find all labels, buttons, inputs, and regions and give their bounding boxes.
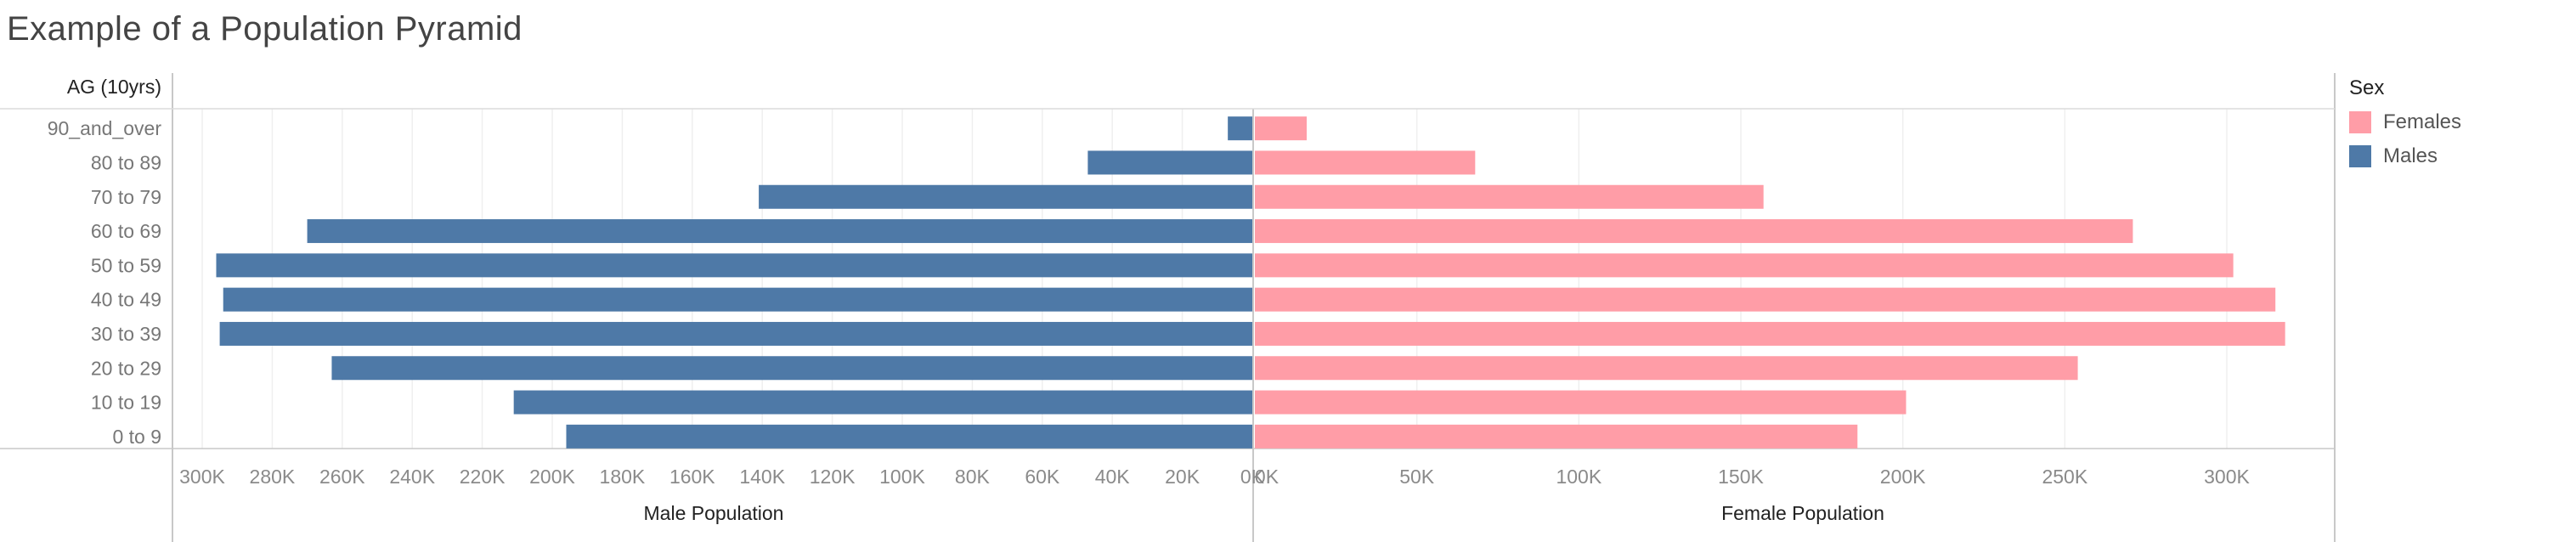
male-bar[interactable] — [219, 321, 1253, 346]
legend-title: Sex — [2349, 76, 2385, 99]
category-labels: 90_and_over 80 to 89 70 to 79 60 to 69 50 to… — [48, 117, 162, 448]
male-bar[interactable] — [1087, 150, 1252, 175]
category-label: 60 to 69 — [91, 220, 161, 242]
left-tick-label: 0K — [1240, 466, 1265, 488]
left-tick-label: 300K — [179, 466, 225, 488]
male-bars — [216, 116, 1253, 449]
population-pyramid-chart: AG (10yrs) 90_and_over 80 to 89 70 to 79 60… — [0, 73, 2336, 542]
category-label: 20 to 29 — [91, 357, 161, 379]
male-bar[interactable] — [307, 219, 1253, 244]
left-axis-label: Male Population — [644, 502, 784, 524]
chart-frame — [0, 73, 2336, 542]
left-tick-label: 220K — [460, 466, 506, 488]
male-bar[interactable] — [566, 424, 1252, 449]
category-label: 10 to 19 — [91, 392, 161, 414]
female-bar[interactable] — [1255, 356, 2078, 381]
female-bar[interactable] — [1255, 321, 2285, 346]
male-bar[interactable] — [513, 390, 1252, 415]
legend-label-females: Females — [2383, 110, 2462, 133]
female-bar[interactable] — [1255, 390, 1907, 415]
left-tick-label: 160K — [669, 466, 715, 488]
female-bar[interactable] — [1255, 287, 2276, 312]
legend-swatch-females — [2349, 111, 2371, 133]
female-bar[interactable] — [1255, 219, 2133, 244]
legend: Sex Females Males — [2349, 76, 2461, 168]
category-label: 0 to 9 — [112, 426, 161, 448]
right-tick-label: 300K — [2204, 466, 2250, 488]
category-label: 30 to 39 — [91, 323, 161, 345]
female-bar[interactable] — [1255, 150, 1476, 175]
left-tick-label: 100K — [879, 466, 925, 488]
category-label: 40 to 49 — [91, 289, 161, 311]
category-label: 70 to 79 — [91, 186, 161, 208]
left-tick-label: 240K — [389, 466, 435, 488]
left-tick-label: 200K — [529, 466, 575, 488]
legend-label-males: Males — [2383, 144, 2438, 167]
female-bar[interactable] — [1255, 116, 1308, 141]
right-axis-ticks: 0K 50K 100K 150K 200K 250K 300K — [1255, 466, 2251, 488]
right-tick-label: 200K — [1880, 466, 1926, 488]
right-tick-label: 50K — [1399, 466, 1435, 488]
category-label: 80 to 89 — [91, 151, 161, 173]
left-axis-ticks: 300K 280K 260K 240K 220K 200K 180K 160K 140K 120K… — [179, 466, 1265, 488]
legend-item-males[interactable]: Males — [2349, 144, 2461, 168]
male-bar[interactable] — [223, 287, 1253, 312]
male-bar[interactable] — [759, 184, 1252, 209]
right-axis-label: Female Population — [1721, 502, 1884, 524]
left-tick-label: 180K — [600, 466, 646, 488]
category-label: 50 to 59 — [91, 254, 161, 276]
row-header: AG (10yrs) — [67, 76, 161, 98]
category-label: 90_and_over — [48, 117, 162, 139]
right-tick-label: 0K — [1255, 466, 1280, 488]
left-tick-label: 20K — [1165, 466, 1200, 488]
right-tick-label: 100K — [1556, 466, 1602, 488]
legend-swatch-males — [2349, 145, 2371, 167]
left-tick-label: 40K — [1095, 466, 1131, 488]
female-bars — [1255, 116, 2285, 449]
female-bar[interactable] — [1255, 184, 1764, 209]
left-tick-label: 280K — [250, 466, 296, 488]
right-tick-label: 150K — [1718, 466, 1764, 488]
left-tick-label: 80K — [955, 466, 991, 488]
left-tick-label: 140K — [739, 466, 785, 488]
right-tick-label: 250K — [2042, 466, 2087, 488]
left-tick-label: 60K — [1025, 466, 1060, 488]
female-bar[interactable] — [1255, 424, 1858, 449]
chart-title: Example of a Population Pyramid — [7, 10, 523, 48]
legend-item-females[interactable]: Females — [2349, 110, 2461, 134]
male-bar[interactable] — [331, 356, 1253, 381]
female-bar[interactable] — [1255, 253, 2234, 278]
male-bar[interactable] — [216, 253, 1253, 278]
left-tick-label: 260K — [319, 466, 365, 488]
left-tick-label: 120K — [810, 466, 856, 488]
male-bar[interactable] — [1228, 116, 1252, 141]
